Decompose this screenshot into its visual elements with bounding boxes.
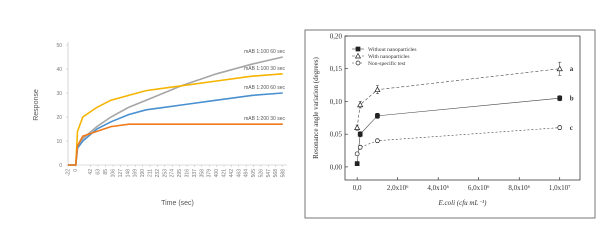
legend-label: Non-specific test bbox=[368, 60, 406, 67]
x-tick-label: 2,0x10⁶ bbox=[387, 184, 409, 192]
x-tick-label: 442 bbox=[229, 169, 235, 178]
y-tick-label: 30 bbox=[56, 91, 62, 97]
y-axis-label: Resonance angle variation (degrees) bbox=[312, 57, 320, 159]
point bbox=[354, 124, 361, 130]
point bbox=[557, 95, 563, 101]
point bbox=[557, 125, 563, 130]
x-tick-label: 106 bbox=[111, 169, 117, 178]
x-tick-label: 63 bbox=[95, 169, 101, 175]
x-tick-label: 1,0x10⁷ bbox=[549, 184, 571, 192]
y-tick-label: 0,05 bbox=[330, 131, 343, 139]
series-line bbox=[356, 68, 560, 128]
x-tick-label: 505 bbox=[251, 169, 257, 178]
y-axis-label: Response bbox=[33, 89, 40, 121]
series-line bbox=[68, 56, 283, 166]
panel-border bbox=[304, 29, 596, 219]
x-tick-label: 169 bbox=[133, 169, 139, 178]
series-line bbox=[68, 73, 283, 166]
point bbox=[374, 86, 381, 93]
point bbox=[375, 113, 380, 119]
y-tick-label: 0,10 bbox=[330, 98, 343, 106]
x-axis-label: E.coli (cfu mL⁻¹) bbox=[438, 199, 488, 207]
series-tag: b bbox=[570, 95, 574, 103]
x-tick-label: 337 bbox=[192, 169, 198, 178]
x-tick-label: 8,0x10⁶ bbox=[508, 184, 530, 192]
x-tick-label: 42 bbox=[88, 169, 94, 175]
y-tick-label: 0,15 bbox=[330, 65, 343, 73]
x-tick-label: 379 bbox=[207, 169, 213, 178]
x-tick-label: 211 bbox=[148, 169, 154, 177]
x-tick-label: 4,0x10⁶ bbox=[427, 184, 449, 192]
series-label: mAB 1:200 30 sec bbox=[244, 116, 285, 122]
x-tick-label: 0 bbox=[73, 169, 79, 172]
x-tick-label: 85 bbox=[103, 169, 109, 175]
x-tick-label: 421 bbox=[221, 169, 227, 178]
x-tick-label: 0,0 bbox=[353, 184, 362, 192]
legend-marker bbox=[355, 60, 361, 66]
y-tick-label: 10 bbox=[56, 139, 62, 145]
x-tick-label: 190 bbox=[140, 169, 146, 178]
series-line bbox=[68, 123, 283, 166]
legend-marker bbox=[355, 46, 361, 52]
series-label: mAB 1:100 30 sec bbox=[244, 66, 285, 72]
y-tick-label: 20 bbox=[56, 115, 62, 121]
x-tick-label: 463 bbox=[236, 169, 242, 178]
series-line bbox=[356, 127, 560, 154]
legend-label: With nanoparticles bbox=[368, 54, 409, 60]
y-tick-label: 0,20 bbox=[330, 33, 343, 41]
y-tick-label: 0 bbox=[59, 163, 62, 169]
point bbox=[354, 161, 360, 166]
x-tick-label: 295 bbox=[177, 169, 183, 178]
x-tick-label: 316 bbox=[185, 169, 191, 178]
point bbox=[375, 138, 380, 144]
y-tick-label: 40 bbox=[56, 67, 62, 73]
x-tick-label: 274 bbox=[170, 169, 176, 178]
x-tick-label: 484 bbox=[244, 169, 250, 178]
x-axis-label: Time (sec) bbox=[161, 200, 194, 207]
series-line bbox=[68, 92, 283, 166]
x-tick-label: 568 bbox=[273, 169, 279, 178]
x-tick-label: -22 bbox=[66, 169, 72, 176]
series-tag: a bbox=[570, 65, 574, 73]
x-tick-label: 588 bbox=[280, 169, 286, 178]
y-tick-label: 0,00 bbox=[330, 163, 343, 171]
x-tick-label: 6,0x10⁶ bbox=[468, 184, 490, 192]
x-tick-label: 127 bbox=[118, 169, 124, 178]
x-tick-label: 400 bbox=[214, 169, 220, 178]
x-tick-label: 526 bbox=[258, 169, 264, 178]
series-line bbox=[356, 97, 560, 164]
series-tag: c bbox=[570, 124, 573, 132]
point bbox=[354, 151, 360, 157]
x-tick-label: 253 bbox=[162, 169, 168, 178]
series-label: mAB 1:100 60 sec bbox=[244, 49, 285, 55]
point bbox=[357, 144, 363, 150]
x-tick-label: 547 bbox=[266, 169, 272, 178]
point bbox=[556, 65, 563, 72]
point bbox=[357, 131, 363, 137]
x-tick-label: 148 bbox=[125, 169, 131, 178]
x-tick-label: 358 bbox=[199, 169, 205, 178]
legend-marker bbox=[354, 52, 362, 59]
legend-label: Without nanoparticles bbox=[368, 47, 417, 53]
x-tick-label: 232 bbox=[155, 169, 161, 178]
point bbox=[357, 101, 364, 108]
plot-frame bbox=[344, 35, 581, 181]
y-tick-label: 50 bbox=[56, 43, 62, 49]
series-label: mAB 1:200 60 sec bbox=[244, 85, 285, 91]
